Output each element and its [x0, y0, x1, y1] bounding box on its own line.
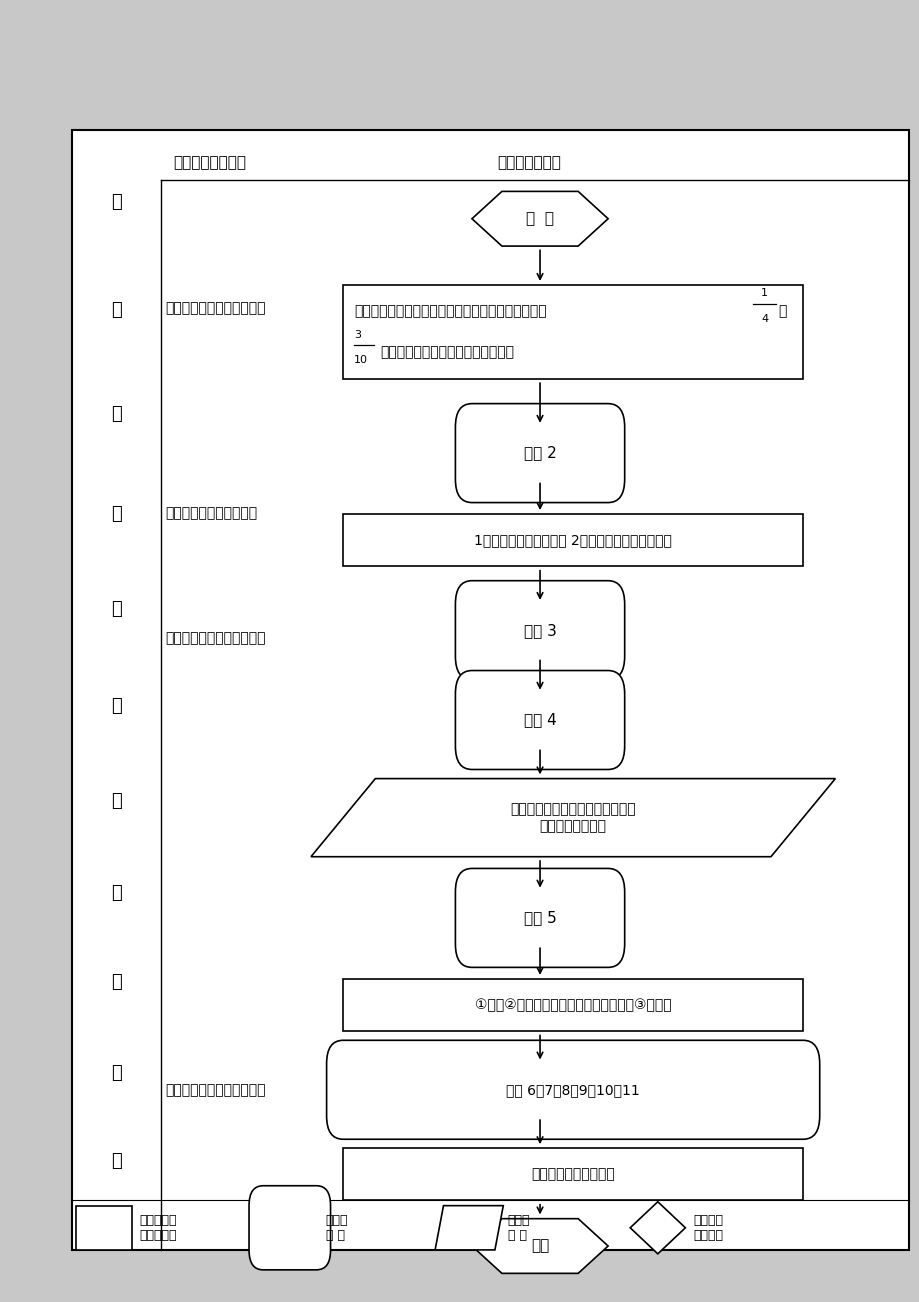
FancyBboxPatch shape [249, 1186, 330, 1269]
Polygon shape [471, 191, 607, 246]
Text: ①通分②计算（按同分母法则进行计算）③化简。: ①通分②计算（按同分母法则进行计算）③化简。 [474, 999, 671, 1012]
Text: 媒体的
应 用: 媒体的 应 用 [325, 1213, 347, 1242]
Text: 二、发现问题，引发探究: 二、发现问题，引发探究 [165, 506, 257, 519]
Text: 教学过程结构：: 教学过程结构： [496, 155, 560, 171]
Text: 教学内容和
教师的活动: 教学内容和 教师的活动 [140, 1213, 177, 1242]
Text: 巩固练习，形成技能。: 巩固练习，形成技能。 [530, 1168, 615, 1181]
Text: 设: 设 [111, 1064, 122, 1082]
Text: 教师进行
逻辑判断: 教师进行 逻辑判断 [693, 1213, 723, 1242]
Bar [343, 285, 802, 379]
Bar [76, 1206, 131, 1250]
Bar [343, 979, 802, 1031]
Text: 1: 1 [760, 288, 767, 298]
FancyBboxPatch shape [455, 581, 624, 680]
FancyBboxPatch shape [326, 1040, 819, 1139]
FancyBboxPatch shape [455, 404, 624, 503]
Text: 结: 结 [111, 792, 122, 810]
Text: 学: 学 [111, 505, 122, 523]
Text: 课件 3: 课件 3 [523, 622, 556, 638]
Text: 堂: 堂 [111, 301, 122, 319]
Text: 和: 和 [777, 305, 786, 319]
Polygon shape [630, 1202, 685, 1254]
Text: 结束: 结束 [530, 1238, 549, 1254]
Bar [343, 514, 802, 566]
Text: 一，复习铺垫，图片导课。: 一，复习铺垫，图片导课。 [165, 302, 266, 315]
Text: 学生的
活 动: 学生的 活 动 [507, 1213, 529, 1242]
Text: 三、自主探究，形成知识。: 三、自主探究，形成知识。 [165, 631, 266, 644]
Text: 的圆，引出课题异分母分数加减法。: 的圆，引出课题异分母分数加减法。 [380, 345, 514, 359]
Text: 课件 2: 课件 2 [523, 445, 556, 461]
Text: 四，巩固练习，形成技能。: 四，巩固练习，形成技能。 [165, 1083, 266, 1096]
Text: 课件 4: 课件 4 [523, 712, 556, 728]
Text: 过: 过 [111, 600, 122, 618]
Text: 构: 构 [111, 884, 122, 902]
Text: 计: 计 [111, 1152, 122, 1170]
Text: 课: 课 [111, 193, 122, 211]
Text: 开  始: 开 始 [526, 211, 553, 227]
Text: 3: 3 [354, 329, 361, 340]
Text: 程: 程 [111, 697, 122, 715]
Bar [72, 130, 908, 1250]
FancyBboxPatch shape [455, 671, 624, 769]
Text: 教: 教 [111, 405, 122, 423]
Text: 找出分数单位相同的分数，分别求
出它们的和与差。: 找出分数单位相同的分数，分别求 出它们的和与差。 [510, 802, 635, 833]
Text: 的: 的 [111, 973, 122, 991]
Polygon shape [471, 1219, 607, 1273]
Text: 1、发现问题，引发探究 2、自主探究，形成知识。: 1、发现问题，引发探究 2、自主探究，形成知识。 [473, 534, 672, 547]
Polygon shape [435, 1206, 503, 1250]
Text: 10: 10 [354, 355, 368, 366]
FancyBboxPatch shape [455, 868, 624, 967]
Text: 复习几组同分母分数相加减的题目，用两个分别表示: 复习几组同分母分数相加减的题目，用两个分别表示 [354, 305, 546, 319]
Bar [343, 1148, 802, 1200]
Text: 4: 4 [760, 314, 767, 324]
Text: 课件 5: 课件 5 [523, 910, 556, 926]
Text: 课件 6、7、8、9、10、11: 课件 6、7、8、9、10、11 [505, 1083, 640, 1096]
Text: 教学模式：探究式: 教学模式：探究式 [173, 155, 245, 171]
Polygon shape [311, 779, 834, 857]
